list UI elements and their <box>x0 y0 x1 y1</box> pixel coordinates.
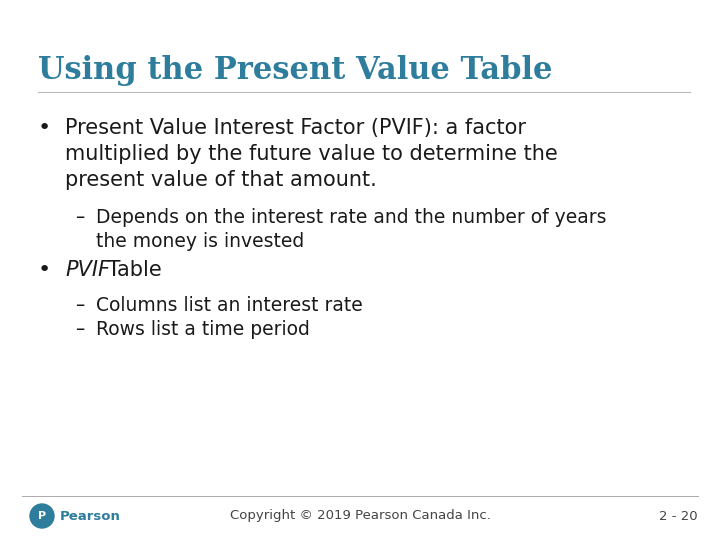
Text: •: • <box>38 118 51 138</box>
Text: present value of that amount.: present value of that amount. <box>65 170 377 190</box>
Text: PVIF: PVIF <box>65 260 110 280</box>
Text: –: – <box>75 208 84 227</box>
Text: Copyright © 2019 Pearson Canada Inc.: Copyright © 2019 Pearson Canada Inc. <box>230 510 490 523</box>
Text: Depends on the interest rate and the number of years: Depends on the interest rate and the num… <box>96 208 606 227</box>
Text: Using the Present Value Table: Using the Present Value Table <box>38 55 552 86</box>
Text: P: P <box>38 511 46 521</box>
Text: Present Value Interest Factor (PVIF): a factor: Present Value Interest Factor (PVIF): a … <box>65 118 526 138</box>
Text: –: – <box>75 296 84 315</box>
Text: Pearson: Pearson <box>60 510 121 523</box>
Text: 2 - 20: 2 - 20 <box>660 510 698 523</box>
Text: the money is invested: the money is invested <box>96 232 305 251</box>
Text: •: • <box>38 260 51 280</box>
Text: Rows list a time period: Rows list a time period <box>96 320 310 339</box>
Text: Table: Table <box>101 260 162 280</box>
Text: Columns list an interest rate: Columns list an interest rate <box>96 296 363 315</box>
Text: –: – <box>75 320 84 339</box>
Text: multiplied by the future value to determine the: multiplied by the future value to determ… <box>65 144 558 164</box>
Circle shape <box>30 504 54 528</box>
